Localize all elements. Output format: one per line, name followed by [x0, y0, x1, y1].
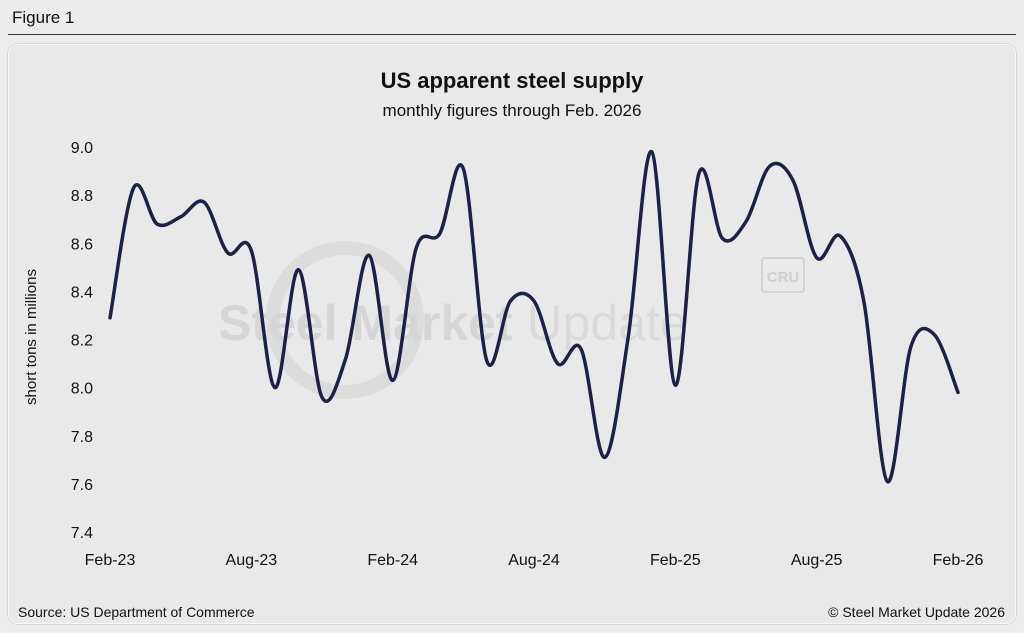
- x-tick-label: Aug-25: [791, 552, 843, 569]
- data-point: [367, 253, 371, 257]
- data-point: [202, 200, 206, 204]
- data-point: [909, 345, 913, 349]
- y-tick-label: 8.2: [71, 333, 93, 350]
- data-point: [438, 232, 442, 236]
- data-point: [838, 234, 842, 238]
- data-point: [626, 335, 630, 339]
- data-point: [956, 390, 960, 394]
- data-point: [932, 333, 936, 337]
- data-point: [132, 186, 136, 190]
- data-point: [461, 167, 465, 171]
- y-tick-labels: 7.4 7.6 7.8 8.0 8.2 8.4 8.6 8.8 9.0: [71, 140, 93, 542]
- series-line: [108, 150, 960, 484]
- data-point: [485, 359, 489, 363]
- data-point: [226, 251, 230, 255]
- figure-label: Figure 1: [12, 8, 75, 27]
- y-tick-label: 9.0: [71, 140, 93, 157]
- data-point: [179, 215, 183, 219]
- x-tick-label: Feb-25: [650, 552, 701, 569]
- data-point: [697, 172, 701, 176]
- header-rule: [8, 34, 1016, 35]
- data-point: [320, 395, 324, 399]
- data-point: [720, 236, 724, 240]
- data-point: [768, 164, 772, 168]
- figure-header: Figure 1: [0, 0, 1024, 36]
- data-point: [344, 357, 348, 361]
- chart-panel: [8, 44, 1016, 624]
- x-tick-label: Feb-24: [367, 552, 418, 569]
- copyright-note: © Steel Market Update 2026: [828, 604, 1005, 620]
- data-point: [815, 256, 819, 260]
- y-tick-label: 7.6: [71, 477, 93, 494]
- data-point: [414, 246, 418, 250]
- data-point: [108, 316, 112, 320]
- chart-title: US apparent steel supply: [381, 68, 645, 93]
- data-point: [579, 347, 583, 351]
- x-tick-label: Feb-26: [933, 552, 984, 569]
- cru-logo-text: CRU: [767, 269, 800, 286]
- data-point: [791, 179, 795, 183]
- x-tick-label: Aug-23: [226, 552, 278, 569]
- y-tick-label: 8.8: [71, 188, 93, 205]
- y-axis-label: short tons in millions: [23, 269, 40, 405]
- data-point: [508, 299, 512, 303]
- data-point: [296, 268, 300, 272]
- x-tick-label: Aug-24: [508, 552, 560, 569]
- data-point: [673, 383, 677, 387]
- y-tick-label: 7.4: [71, 525, 93, 542]
- data-point: [273, 386, 277, 390]
- y-tick-label: 8.6: [71, 236, 93, 253]
- data-point: [532, 299, 536, 303]
- y-tick-label: 7.8: [71, 429, 93, 446]
- x-tick-labels: Feb-23 Aug-23 Feb-24 Aug-24 Feb-25 Aug-25 Feb-…: [85, 552, 984, 569]
- data-point: [603, 455, 607, 459]
- x-tick-label: Feb-23: [85, 552, 136, 569]
- data-point: [650, 150, 654, 154]
- source-note: Source: US Department of Commerce: [18, 604, 255, 620]
- data-point: [155, 222, 159, 226]
- data-point: [249, 249, 253, 253]
- data-point: [556, 362, 560, 366]
- watermark: Steel Market Update CRU: [218, 241, 805, 399]
- cru-logo-box: [761, 257, 805, 293]
- data-point: [744, 220, 748, 224]
- y-tick-label: 8.0: [71, 381, 93, 398]
- data-point: [862, 299, 866, 303]
- watermark-ring: [266, 241, 424, 399]
- data-point: [391, 378, 395, 382]
- series-group: [108, 150, 960, 484]
- data-point: [885, 480, 889, 484]
- chart-subtitle: monthly figures through Feb. 2026: [383, 101, 642, 120]
- y-tick-label: 8.4: [71, 284, 93, 301]
